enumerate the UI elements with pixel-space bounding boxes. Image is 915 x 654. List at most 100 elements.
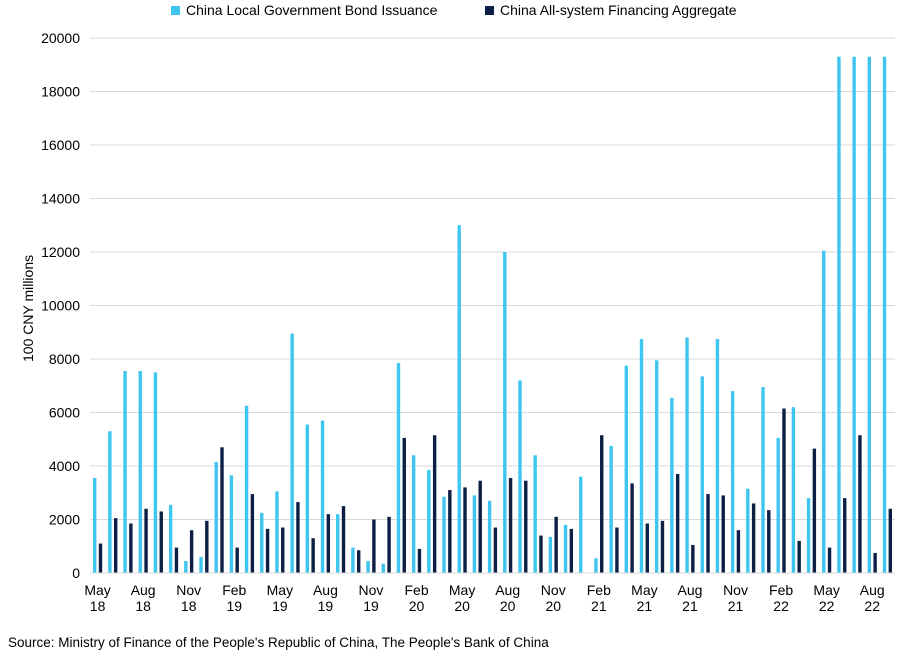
bar-bond-issuance (472, 495, 477, 573)
bar-financing-aggregate (372, 519, 376, 573)
bars (92, 56, 893, 574)
bar-financing-aggregate (524, 480, 528, 573)
x-tick-label: Nov (359, 582, 384, 598)
bar-financing-aggregate (265, 528, 270, 573)
bar-bond-issuance (639, 338, 644, 573)
x-tick-label: 22 (773, 598, 789, 614)
y-tick-label: 16000 (41, 137, 80, 153)
x-tick-label: 18 (181, 598, 197, 614)
legend-swatch-financing-aggregate (485, 5, 494, 15)
y-axis-label: 100 CNY millions (20, 254, 36, 362)
y-tick-label: 20000 (41, 30, 80, 46)
bar-bond-issuance (123, 371, 127, 573)
x-tick-label: Aug (495, 582, 520, 598)
x-tick-label: 20 (454, 598, 470, 614)
bar-bond-issuance (654, 360, 659, 573)
legend-label-financing-aggregate: China All-system Financing Aggregate (500, 2, 737, 18)
bar-bond-issuance (533, 455, 537, 573)
y-tick-label: 6000 (49, 405, 80, 421)
bar-bond-issuance (305, 424, 310, 573)
bar-financing-aggregate (432, 435, 437, 573)
bar-bond-issuance (320, 420, 325, 573)
legend-label-bond-issuance: China Local Government Bond Issuance (186, 2, 438, 18)
bar-financing-aggregate (341, 506, 346, 573)
x-tick-label: 22 (864, 598, 880, 614)
bar-bond-issuance (442, 496, 446, 573)
bar-bond-issuance (290, 333, 294, 573)
x-tick-label: Aug (131, 582, 156, 598)
x-tick-label: 21 (591, 598, 607, 614)
x-tick-label: 20 (545, 598, 561, 614)
y-tick-label: 18000 (41, 84, 80, 100)
bar-financing-aggregate (448, 490, 452, 573)
bar-financing-aggregate (751, 503, 756, 573)
x-tick-label: Nov (541, 582, 566, 598)
bar-bond-issuance (108, 431, 112, 573)
source-note: Source: Ministry of Finance of the Peopl… (8, 635, 549, 650)
bar-bond-issuance (548, 536, 553, 573)
bar-bond-issuance (822, 250, 826, 573)
x-tick-label: May (267, 582, 293, 598)
bar-financing-aggregate (311, 538, 315, 573)
y-tick-label: 12000 (41, 244, 80, 260)
bar-financing-aggregate (630, 483, 634, 573)
x-tick-label: Feb (404, 582, 428, 598)
bar-financing-aggregate (508, 478, 513, 573)
bar-financing-aggregate (387, 516, 391, 573)
bar-bond-issuance (214, 461, 218, 573)
x-tick-label: May (631, 582, 657, 598)
x-tick-label: 20 (500, 598, 516, 614)
x-tick-label: 19 (318, 598, 334, 614)
bar-bond-issuance (199, 556, 203, 573)
bar-bond-issuance (396, 363, 401, 573)
x-tick-label: 22 (819, 598, 835, 614)
bar-bond-issuance (229, 475, 234, 573)
bar-financing-aggregate (98, 543, 103, 573)
x-tick-label: Feb (769, 582, 793, 598)
bar-bond-issuance (624, 365, 628, 573)
bar-bond-issuance (715, 338, 720, 573)
x-tick-label: May (813, 582, 839, 598)
bar-bond-issuance (518, 380, 522, 573)
bar-financing-aggregate (129, 523, 133, 573)
x-tick-label: 20 (409, 598, 425, 614)
x-tick-label: 19 (227, 598, 243, 614)
x-tick-label: Aug (313, 582, 338, 598)
bar-financing-aggregate (767, 510, 771, 573)
y-tick-label: 2000 (49, 512, 80, 528)
bar-bond-issuance (806, 498, 811, 573)
bar-bond-issuance (594, 558, 598, 573)
bar-bond-issuance (153, 372, 158, 573)
bar-bond-issuance (427, 470, 431, 573)
legend-item-bond-issuance: China Local Government Bond Issuance (171, 2, 437, 18)
y-tick-label: 4000 (49, 458, 80, 474)
y-tick-label: 10000 (41, 298, 80, 314)
bar-financing-aggregate (250, 494, 255, 573)
bar-financing-aggregate (645, 523, 649, 573)
bar-bond-issuance (563, 524, 568, 573)
bar-financing-aggregate (326, 514, 331, 573)
x-axis-ticks: May18Aug18Nov18Feb19May19Aug19Nov19Feb20… (84, 582, 884, 614)
bar-bond-issuance (92, 478, 97, 573)
y-tick-label: 0 (72, 565, 80, 581)
bar-bond-issuance (275, 491, 279, 573)
x-tick-label: Feb (222, 582, 246, 598)
bar-financing-aggregate (417, 548, 422, 573)
bar-bond-issuance (366, 560, 370, 573)
bar-bond-issuance (837, 56, 841, 574)
bar-financing-aggregate (113, 518, 118, 573)
bar-financing-aggregate (174, 547, 179, 573)
x-tick-label: Nov (723, 582, 748, 598)
bar-bond-issuance (746, 488, 750, 573)
bar-financing-aggregate (660, 520, 665, 573)
bar-bond-issuance (411, 455, 416, 573)
bar-financing-aggregate (235, 547, 239, 573)
legend-swatch-bond-issuance (171, 5, 180, 15)
bar-bond-issuance (685, 337, 689, 573)
bar-financing-aggregate (539, 535, 543, 573)
bar-bond-issuance (381, 563, 385, 573)
bar-bond-issuance (700, 376, 704, 573)
bar-financing-aggregate (888, 508, 893, 573)
legend-item-financing-aggregate: China All-system Financing Aggregate (485, 2, 737, 18)
x-tick-label: 21 (682, 598, 698, 614)
